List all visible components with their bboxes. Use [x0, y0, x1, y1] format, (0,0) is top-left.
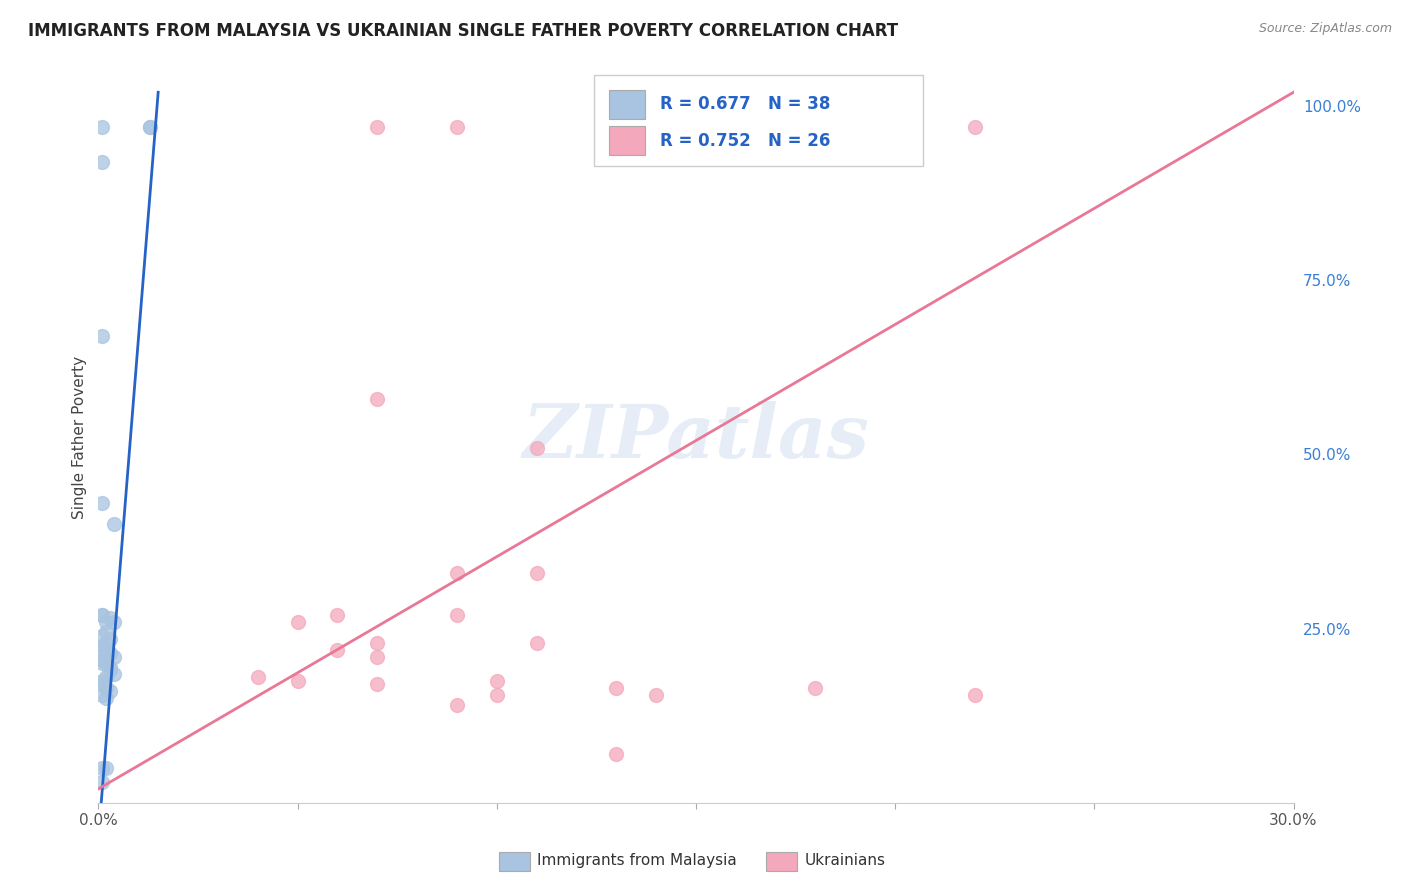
Point [366, 635, 388, 649]
Point [96, 642, 118, 657]
Point [91, 653, 114, 667]
Text: Source: ZipAtlas.com: Source: ZipAtlas.com [1258, 22, 1392, 36]
Text: Immigrants from Malaysia: Immigrants from Malaysia [537, 854, 737, 868]
FancyBboxPatch shape [609, 126, 644, 155]
Point [91, 155, 114, 169]
Text: ZIPatlas: ZIPatlas [523, 401, 869, 474]
Point [91, 607, 114, 622]
Point [91, 775, 114, 789]
Point [96, 625, 118, 640]
Point [485, 673, 508, 688]
FancyBboxPatch shape [595, 75, 922, 167]
Point [446, 120, 468, 134]
Point [91, 657, 114, 671]
Point [246, 670, 269, 684]
Point [96, 681, 118, 695]
Point [96, 615, 118, 629]
Point [98, 664, 122, 678]
Point [91, 496, 114, 510]
Point [103, 649, 125, 664]
Point [326, 642, 349, 657]
Point [446, 698, 468, 713]
Point [366, 649, 388, 664]
Point [366, 120, 388, 134]
Point [526, 635, 548, 649]
Point [91, 642, 114, 657]
Point [366, 392, 388, 406]
Point [446, 607, 468, 622]
FancyBboxPatch shape [609, 89, 644, 119]
Point [139, 120, 162, 134]
Point [804, 681, 827, 695]
Point [485, 688, 508, 702]
Point [287, 615, 309, 629]
Point [91, 629, 114, 643]
Point [96, 670, 118, 684]
Point [139, 120, 162, 134]
Point [98, 646, 122, 660]
Point [96, 649, 118, 664]
Point [91, 120, 114, 134]
Text: IMMIGRANTS FROM MALAYSIA VS UKRAINIAN SINGLE FATHER POVERTY CORRELATION CHART: IMMIGRANTS FROM MALAYSIA VS UKRAINIAN SI… [28, 22, 898, 40]
Point [98, 684, 122, 698]
Point [91, 761, 114, 775]
Point [366, 677, 388, 691]
Point [605, 681, 627, 695]
Point [91, 673, 114, 688]
Point [446, 566, 468, 580]
Point [96, 657, 118, 671]
Point [287, 673, 309, 688]
Point [96, 691, 118, 706]
Point [91, 688, 114, 702]
Point [526, 566, 548, 580]
Point [98, 660, 122, 674]
Point [91, 607, 114, 622]
Point [103, 615, 125, 629]
Point [963, 120, 986, 134]
Point [96, 635, 118, 649]
Text: R = 0.677   N = 38: R = 0.677 N = 38 [661, 95, 831, 113]
Point [645, 688, 668, 702]
Point [963, 688, 986, 702]
Point [326, 607, 349, 622]
Point [98, 611, 122, 625]
Point [103, 517, 125, 532]
Point [645, 120, 668, 134]
Text: R = 0.752   N = 26: R = 0.752 N = 26 [661, 132, 831, 150]
Text: Ukrainians: Ukrainians [804, 854, 886, 868]
Point [605, 747, 627, 761]
Point [91, 677, 114, 691]
Y-axis label: Single Father Poverty: Single Father Poverty [72, 356, 87, 518]
Point [91, 639, 114, 653]
Point [96, 761, 118, 775]
Point [103, 667, 125, 681]
Point [91, 329, 114, 343]
Point [526, 441, 548, 455]
Point [98, 632, 122, 646]
